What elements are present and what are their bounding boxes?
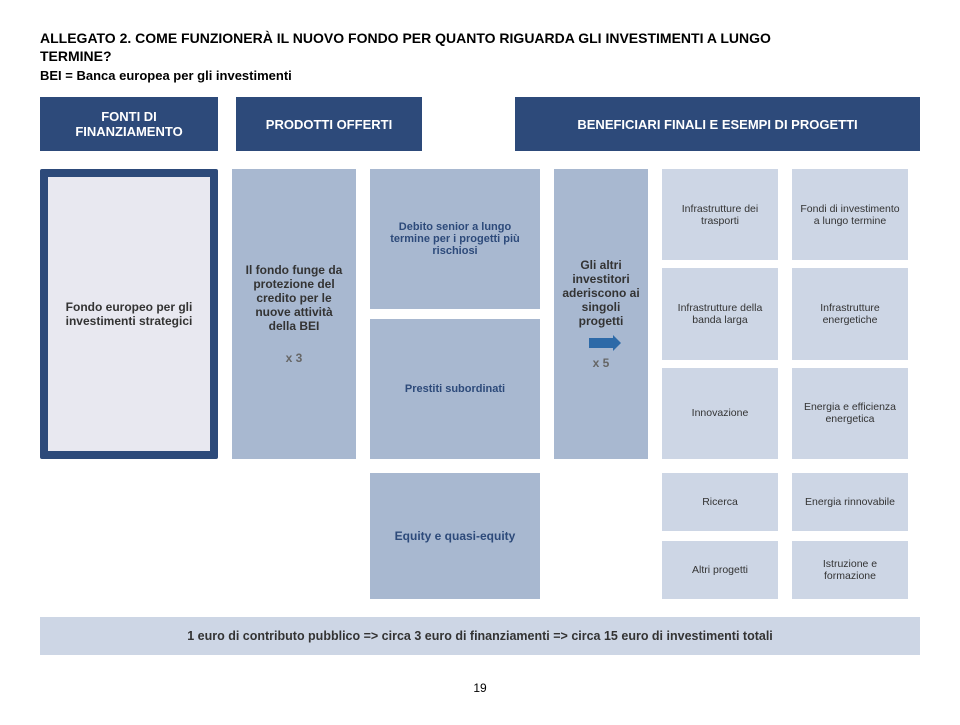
arrow-icon bbox=[589, 338, 613, 348]
diagram-row-1: Fondo europeo per gli investimenti strat… bbox=[40, 169, 920, 459]
ben-transport: Infrastrutture dei trasporti bbox=[662, 169, 778, 260]
ex-energy-infra: Infrastrutture energetiche bbox=[792, 268, 908, 359]
fund-outer: Fondo europeo per gli investimenti strat… bbox=[40, 169, 218, 459]
ex-energy-efficiency: Energia e efficienza energetica bbox=[792, 368, 908, 459]
product-subordinated-loans: Prestiti subordinati bbox=[370, 319, 540, 459]
ben-research: Ricerca bbox=[662, 473, 778, 531]
example-column-2: Energia rinnovabile Istruzione e formazi… bbox=[792, 473, 908, 599]
title-prefix: ALLEGATO 2. bbox=[40, 30, 135, 46]
product-equity: Equity e quasi-equity bbox=[370, 473, 540, 599]
header-beneficiaries: BENEFICIARI FINALI E ESEMPI DI PROGETTI bbox=[515, 97, 920, 151]
beneficiary-column-1: Infrastrutture dei trasporti Infrastrutt… bbox=[662, 169, 778, 459]
page-number: 19 bbox=[40, 681, 920, 695]
header-funding: FONTI DI FINANZIAMENTO bbox=[40, 97, 218, 151]
ex-education: Istruzione e formazione bbox=[792, 541, 908, 599]
page-title-2: TERMINE? bbox=[40, 48, 920, 64]
protection-box: Il fondo funge da protezione del credito… bbox=[232, 169, 356, 459]
ex-renewable: Energia rinnovabile bbox=[792, 473, 908, 531]
multiplier-x5: x 5 bbox=[593, 356, 610, 370]
footer-summary: 1 euro di contributo pubblico => circa 3… bbox=[40, 617, 920, 655]
header-products: PRODOTTI OFFERTI bbox=[236, 97, 422, 151]
multiplier-x3: x 3 bbox=[242, 351, 346, 365]
investors-text: Gli altri investitori aderiscono ai sing… bbox=[562, 258, 640, 328]
investors-box: Gli altri investitori aderiscono ai sing… bbox=[554, 169, 648, 459]
subtitle: BEI = Banca europea per gli investimenti bbox=[40, 68, 920, 83]
diagram-row-2: Equity e quasi-equity Ricerca Altri prog… bbox=[40, 473, 920, 599]
ex-longterm-funds: Fondi di investimento a lungo termine bbox=[792, 169, 908, 260]
fund-box: Fondo europeo per gli investimenti strat… bbox=[48, 177, 210, 451]
ben-other: Altri progetti bbox=[662, 541, 778, 599]
column-headers: FONTI DI FINANZIAMENTO PRODOTTI OFFERTI … bbox=[40, 97, 920, 151]
ben-innovation: Innovazione bbox=[662, 368, 778, 459]
page-title: ALLEGATO 2. COME FUNZIONERÀ IL NUOVO FON… bbox=[40, 30, 920, 46]
ben-broadband: Infrastrutture della banda larga bbox=[662, 268, 778, 359]
beneficiary-column-2: Ricerca Altri progetti bbox=[662, 473, 778, 599]
protection-text: Il fondo funge da protezione del credito… bbox=[242, 263, 346, 333]
title-rest-1: COME FUNZIONERÀ IL NUOVO FONDO PER QUANT… bbox=[135, 30, 771, 46]
product-senior-debt: Debito senior a lungo termine per i prog… bbox=[370, 169, 540, 309]
example-column-1: Fondi di investimento a lungo termine In… bbox=[792, 169, 908, 459]
